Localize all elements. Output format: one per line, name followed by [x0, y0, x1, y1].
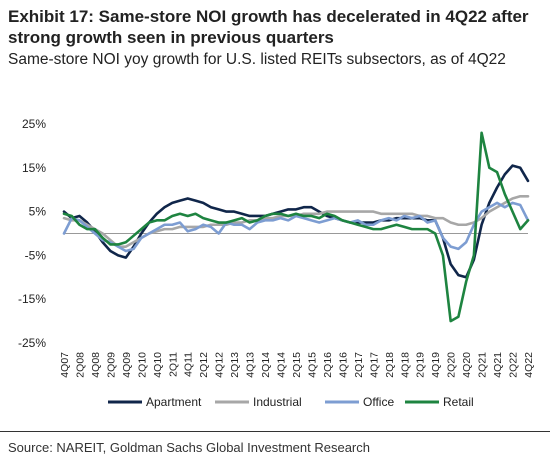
- series-line-office: [62, 201, 530, 253]
- x-tick-label: 4Q15: [306, 352, 318, 378]
- exhibit-title: Exhibit 17: Same-store NOI growth has de…: [8, 7, 529, 47]
- x-tick-label: 2Q18: [384, 352, 396, 378]
- x-tick-label: 2Q21: [477, 352, 489, 378]
- legend: Apartment Industrial Office Retail: [108, 395, 474, 409]
- x-tick-label: 4Q17: [368, 352, 380, 378]
- x-tick-label: 4Q22: [523, 352, 535, 378]
- legend-label-industrial: Industrial: [253, 395, 302, 409]
- x-tick-label: 2Q12: [198, 352, 210, 378]
- x-tick-label: 4Q11: [183, 352, 195, 377]
- y-tick-label: 15%: [22, 161, 46, 175]
- y-tick-label: -15%: [18, 292, 46, 306]
- legend-label-retail: Retail: [443, 395, 474, 409]
- legend-label-apartment: Apartment: [146, 395, 202, 409]
- x-tick-label: 2Q09: [105, 352, 117, 378]
- x-tick-label: 2Q17: [353, 352, 365, 378]
- legend-label-office: Office: [363, 395, 394, 409]
- x-tick-label: 4Q16: [337, 352, 349, 378]
- y-tick-label: 5%: [29, 205, 47, 219]
- x-tick-label: 2Q22: [508, 352, 520, 378]
- y-tick-label: -5%: [25, 248, 47, 262]
- x-tick-label: 4Q10: [152, 352, 164, 378]
- x-tick-label: 4Q09: [121, 352, 133, 378]
- x-tick-label: 2Q10: [136, 352, 148, 378]
- x-tick-label: 2Q20: [446, 352, 458, 378]
- x-tick-label: 4Q13: [245, 352, 257, 378]
- exhibit-subtitle: Same-store NOI yoy growth for U.S. liste…: [8, 51, 506, 68]
- x-tick-label: 4Q14: [276, 352, 288, 378]
- x-tick-label: 4Q21: [492, 352, 504, 378]
- x-tick-label: 4Q12: [214, 352, 226, 378]
- line-chart: 25% 15% 5% -5% -15% -25% 4Q07 2Q08 4Q08 2Q09 4Q09…: [18, 117, 535, 409]
- source-note: Source: NAREIT, Goldman Sachs Global Inv…: [8, 440, 370, 455]
- x-tick-label: 2Q08: [74, 352, 86, 378]
- x-tick-label: 4Q07: [59, 352, 71, 378]
- x-tick-label: 2Q13: [229, 352, 241, 378]
- series-lines: [62, 131, 530, 323]
- y-tick-label: 25%: [22, 117, 46, 131]
- series-line-retail: [62, 131, 530, 323]
- x-tick-label: 4Q19: [430, 352, 442, 378]
- series-line-apartment: [62, 164, 530, 279]
- series-line-industrial: [62, 194, 530, 248]
- x-tick-label: 2Q16: [322, 352, 334, 378]
- x-tick-label: 2Q19: [415, 352, 427, 378]
- x-tick-label: 4Q08: [90, 352, 102, 378]
- x-tick-label: 2Q14: [260, 352, 272, 378]
- x-axis: 4Q07 2Q08 4Q08 2Q09 4Q09 2Q10 4Q10 2Q11 4Q11 2Q12…: [59, 233, 535, 378]
- x-tick-label: 4Q20: [461, 352, 473, 378]
- x-tick-label: 4Q18: [399, 352, 411, 378]
- x-tick-label: 2Q11: [167, 352, 179, 377]
- y-axis: 25% 15% 5% -5% -15% -25%: [18, 117, 46, 350]
- footer-rule: [0, 431, 550, 432]
- y-tick-label: -25%: [18, 336, 46, 350]
- x-tick-label: 2Q15: [291, 352, 303, 378]
